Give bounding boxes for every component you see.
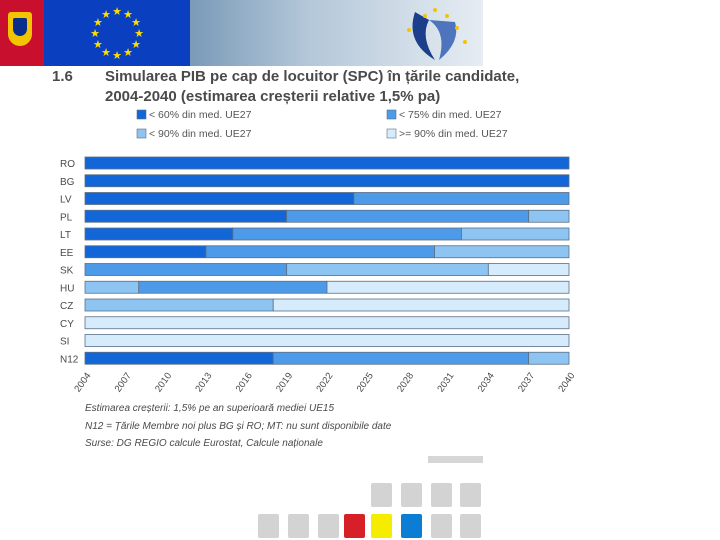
note-growth: Estimarea creșterii: 1,5% pe an superioa…	[85, 403, 334, 414]
legend-label: >= 90% din med. UE27	[399, 128, 508, 140]
bar-segment-cz	[84, 298, 274, 312]
x-tick-label: 2034	[476, 371, 497, 395]
footer-square	[288, 514, 309, 538]
figure-number: 1.6	[52, 68, 73, 85]
eu-star-icon: ★	[123, 9, 133, 21]
bar-segment-hu	[138, 280, 328, 294]
bar-segment-ee	[205, 245, 435, 259]
row-label: LT	[60, 230, 71, 241]
bar-segment-pl	[84, 209, 288, 223]
footer-square	[401, 514, 422, 538]
x-axis: 2004 2007 2010 2013 2016 2019 2022 2025 2028 2031…	[72, 371, 577, 395]
x-tick-label: 2022	[314, 371, 335, 395]
footer-square	[318, 514, 339, 538]
row-label: LV	[60, 195, 72, 206]
bar-segment-lv	[353, 192, 570, 205]
bar-segment-lt	[461, 227, 570, 241]
bar-segment-cy	[84, 316, 570, 330]
eu-flag-icon: ★ ★ ★ ★ ★ ★ ★ ★ ★ ★ ★ ★	[44, 0, 190, 66]
row-label: CY	[60, 319, 74, 330]
x-tick-label: 2010	[153, 371, 174, 395]
bar-segment-n12	[272, 351, 530, 365]
header-banner: ★ ★ ★ ★ ★ ★ ★ ★ ★ ★ ★ ★	[0, 0, 483, 66]
row-label: HU	[60, 283, 74, 294]
eu-star-icon: ★	[131, 39, 141, 51]
note-sources: Surse: DG REGIO calcule Eurostat, Calcul…	[85, 438, 323, 449]
bar-segment-pl	[286, 209, 530, 223]
legend-label: < 60% din med. UE27	[149, 109, 252, 121]
footer-square	[460, 483, 481, 507]
x-tick-label: 2007	[113, 371, 134, 395]
footer-square	[431, 483, 452, 507]
x-tick-label: 2013	[193, 371, 214, 395]
footer-square	[401, 483, 422, 507]
row-label: RO	[60, 159, 75, 170]
x-tick-label: 2031	[435, 371, 456, 395]
eu-star-icon: ★	[93, 39, 103, 51]
eu-star-icon: ★	[101, 9, 111, 21]
bar-segment-n12	[528, 351, 570, 365]
row-label: BG	[60, 177, 75, 188]
legend-label: < 75% din med. UE27	[399, 109, 502, 121]
x-tick-label: 2019	[274, 371, 295, 395]
footer-square	[371, 483, 392, 507]
footer-square	[371, 514, 392, 538]
bar-segment-lv	[84, 192, 355, 205]
eu-star-icon: ★	[123, 47, 133, 59]
footer-square	[431, 514, 452, 538]
eu-star-icon: ★	[90, 28, 100, 40]
bar-segment-bg	[84, 174, 570, 188]
bar-segment-hu	[84, 280, 140, 294]
bar-segment-hu	[326, 280, 570, 294]
legend-swatch	[136, 109, 147, 120]
x-tick-label: 2016	[234, 371, 255, 395]
legend-swatch	[136, 128, 147, 139]
footer-square	[258, 514, 279, 538]
chart-title-line-2: 2004-2040 (estimarea creșterii relative …	[105, 88, 440, 105]
eu-star-icon: ★	[131, 17, 141, 29]
bar-segment-sk	[487, 263, 570, 276]
bar-segment-ro	[84, 156, 570, 170]
cohesion-logo-icon	[407, 8, 467, 60]
footer-square	[460, 514, 481, 538]
row-label: EE	[60, 248, 74, 259]
row-label: SK	[60, 266, 74, 277]
chart-title-line-1: Simularea PIB pe cap de locuitor (SPC) î…	[105, 68, 519, 85]
eu-star-icon: ★	[101, 47, 111, 59]
row-label: SI	[60, 337, 69, 348]
x-tick-label: 2025	[355, 371, 376, 395]
footer-bar	[428, 456, 483, 463]
x-tick-label: 2004	[72, 371, 93, 395]
note-n12: N12 = Țările Membre noi plus BG și RO; M…	[85, 421, 392, 432]
legend-label: < 90% din med. UE27	[149, 128, 252, 140]
eu-star-icon: ★	[112, 50, 122, 62]
footer-square	[344, 514, 365, 538]
bar-segment-sk	[84, 263, 288, 276]
row-label: PL	[60, 212, 73, 223]
bar-segment-cz	[272, 298, 570, 312]
eu-star-icon: ★	[112, 6, 122, 18]
bar-segment-lt	[84, 227, 234, 241]
bar-segment-ee	[434, 245, 570, 259]
x-tick-label: 2037	[516, 371, 537, 395]
bars: RO BG LV PL LT EE SK HU CZ CY SI N12	[60, 156, 570, 365]
eu-star-icon: ★	[93, 17, 103, 29]
legend-swatch	[386, 128, 397, 139]
row-label: N12	[60, 354, 79, 365]
eu-star-icon: ★	[134, 28, 144, 40]
romania-coat-of-arms-icon	[0, 0, 44, 66]
bar-segment-si	[84, 334, 570, 347]
legend: < 60% din med. UE27 < 75% din med. UE27 < …	[136, 109, 508, 140]
bar-segment-ee	[84, 245, 207, 259]
bar-segment-n12	[84, 351, 274, 365]
chart: 1.6 Simularea PIB pe cap de locuitor (SP…	[52, 68, 578, 449]
x-tick-label: 2040	[556, 371, 577, 395]
bar-segment-pl	[528, 209, 570, 223]
bar-segment-sk	[286, 263, 489, 276]
bar-segment-lt	[232, 227, 462, 241]
legend-swatch	[386, 109, 397, 120]
row-label: CZ	[60, 301, 73, 312]
x-tick-label: 2028	[395, 371, 416, 395]
